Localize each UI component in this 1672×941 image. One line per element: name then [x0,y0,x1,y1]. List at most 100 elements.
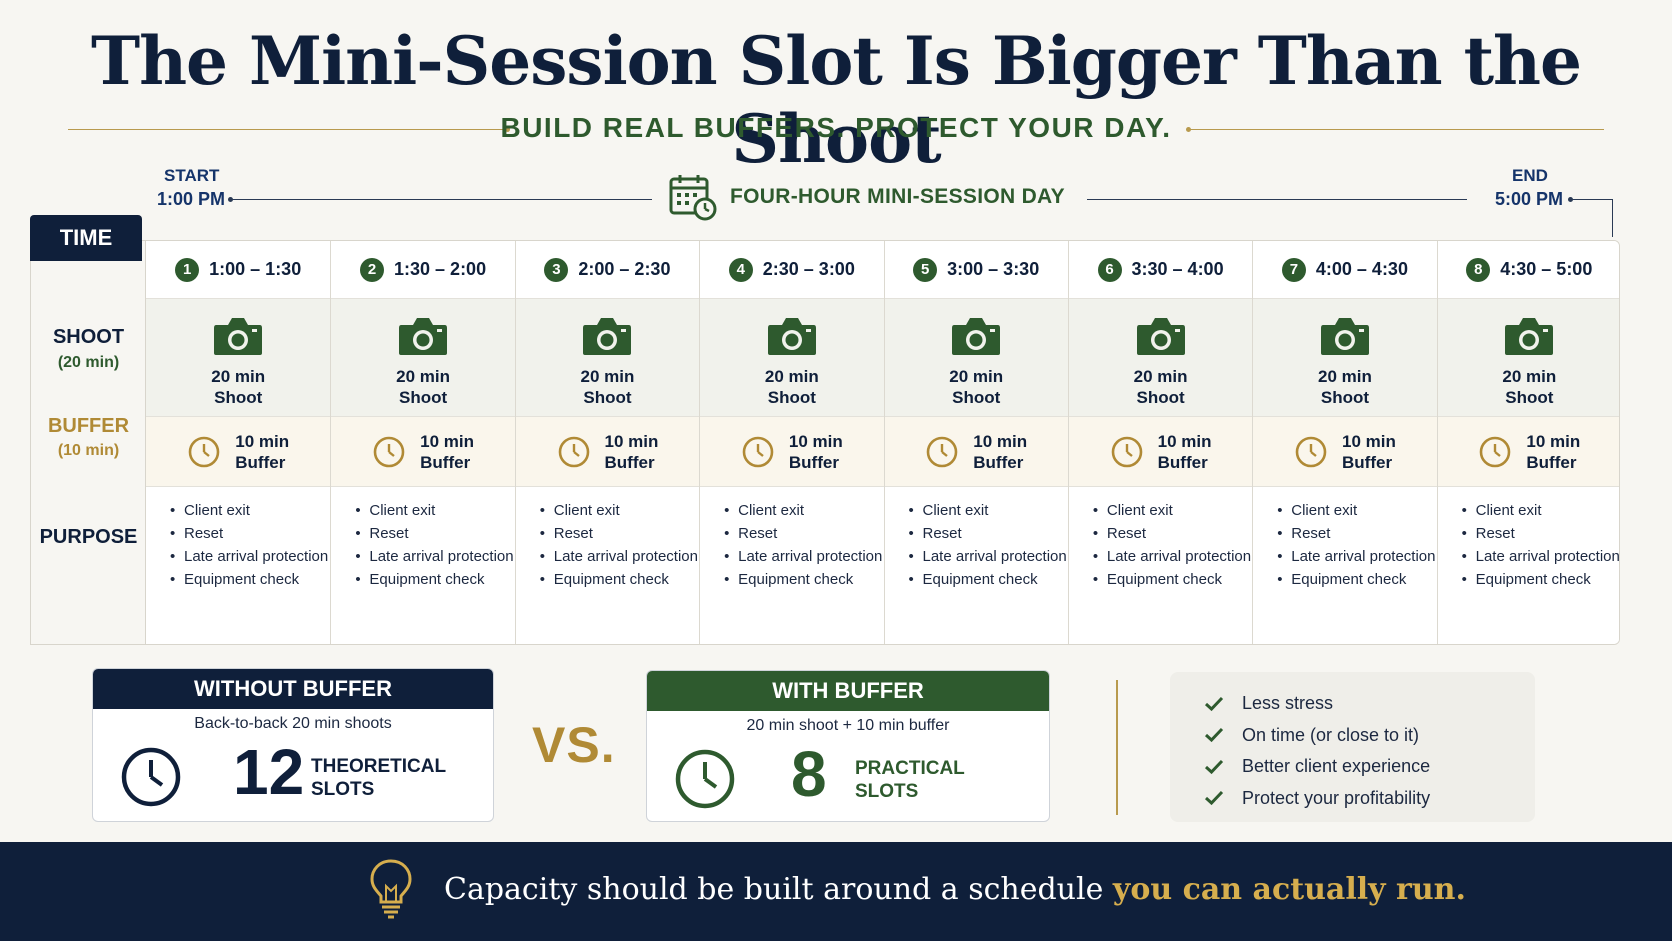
purpose-item: Client exit [1462,501,1619,520]
calendar-clock-icon [669,175,717,221]
section-divider [1116,680,1118,815]
slot-shoot-line1: 20 min [1502,367,1557,386]
slot-shoot: 20 min Shoot [146,299,331,417]
slot-shoot-line2: Shoot [1505,388,1554,407]
purpose-item: Reset [355,524,514,543]
slot-shoot-line1: 20 min [580,367,635,386]
row-label-purpose: PURPOSE [39,526,138,548]
slot-shoot-line2: Shoot [214,388,263,407]
slot-buffer-label: 10 min Buffer [605,431,659,473]
purpose-item: Late arrival protection [355,547,514,566]
timeline-end-dot [1568,197,1573,202]
slot-number: 3 [544,257,569,282]
purpose-item: Reset [909,524,1068,543]
purpose-list: Client exit Reset Late arrival protection E… [355,501,514,589]
with-buffer-card: WITH BUFFER 20 min shoot + 10 min buffer… [646,670,1050,822]
benefit-label: Less stress [1242,693,1334,714]
slot-time: 2 1:30 – 2:00 [331,241,515,299]
purpose-item: Reset [170,524,330,543]
row-label-buffer-sub: (10 min) [57,442,120,459]
schedule-grid: SHOOT (20 min) BUFFER (10 min) PURPOSE T… [30,215,1620,645]
clock-icon [1480,436,1511,467]
camera-icon [952,318,1001,355]
benefits-list: Less stress On time (or close to it) Bette… [1170,672,1535,822]
checkmark-icon [1204,791,1224,806]
purpose-item: Late arrival protection [909,547,1068,566]
purpose-item: Reset [1093,524,1252,543]
purpose-item: Client exit [170,501,330,520]
slot-number: 1 [175,257,200,282]
slot-time-range: 2:00 – 2:30 [578,259,671,279]
row-label-shoot: SHOOT [52,326,125,348]
slot-shoot-label: 20 min Shoot [1253,366,1436,408]
purpose-item: Reset [1277,524,1436,543]
camera-icon [583,318,632,355]
slot-buffer: 10 min Buffer [146,417,331,487]
slot-buffer: 10 min Buffer [515,417,700,487]
footer-message-highlight: you can actually run. [1112,872,1466,907]
with-buffer-label: PRACTICAL SLOTS [855,757,965,803]
purpose-list: Client exit Reset Late arrival protection E… [724,501,883,589]
purpose-item: Equipment check [355,570,514,589]
purpose-item: Reset [540,524,699,543]
slot-buffer-line1: 10 min [604,431,659,451]
slot-shoot-line1: 20 min [1318,367,1372,386]
camera-icon [1505,318,1554,355]
purpose-list: Client exit Reset Late arrival protection E… [170,501,330,589]
day-timeline: START 1:00 PM FOUR-HOUR MINI-SESSION DAY… [0,162,1672,237]
subtitle-divider-right [1186,127,1604,132]
with-buffer-label-line2: SLOTS [855,781,919,802]
without-buffer-body: 12 THEORETICAL SLOTS [93,736,493,821]
clock-icon [188,436,220,467]
slot-purpose: Client exit Reset Late arrival protection E… [884,487,1068,644]
slot-shoot-line1: 20 min [211,367,266,386]
clock-icon [1295,436,1327,467]
benefit-item: On time (or close to it) [1204,720,1535,752]
page-title: The Mini-Session Slot Is Bigger Than the… [90,22,1582,178]
checkmark-icon [1204,696,1224,711]
clock-icon [1111,436,1142,467]
subtitle-divider-left [68,127,510,132]
slot-shoot-label: 20 min Shoot [1438,366,1619,408]
clock-icon [675,749,735,809]
slot-purpose: Client exit Reset Late arrival protection E… [331,487,515,644]
slot-shoot: 20 min Shoot [331,299,515,417]
versus-label: VS. [532,717,616,773]
slot-time-range: 2:30 – 3:00 [762,259,855,279]
purpose-item: Equipment check [1093,570,1252,589]
slot-purpose: Client exit Reset Late arrival protection E… [700,487,884,644]
slot-shoot-line1: 20 min [949,367,1004,386]
slot-buffer-line1: 10 min [1342,431,1396,451]
slot-shoot-label: 20 min Shoot [885,366,1068,408]
footer-message: Capacity should be built around a schedu… [444,872,1466,907]
purpose-item: Equipment check [540,570,699,589]
purpose-item: Equipment check [170,570,330,589]
slot-number: 2 [360,257,385,282]
slot-buffer-line2: Buffer [1342,452,1393,472]
slot-shoot: 20 min Shoot [1253,299,1437,417]
without-buffer-label-line1: THEORETICAL [311,756,447,777]
purpose-list: Client exit Reset Late arrival protection E… [1093,501,1252,589]
slot-shoot-label: 20 min Shoot [700,366,883,408]
row-labels: SHOOT (20 min) BUFFER (10 min) PURPOSE [30,240,145,645]
purpose-item: Reset [724,524,883,543]
slot-buffer-label: 10 min Buffer [420,431,474,473]
slot-shoot: 20 min Shoot [1068,299,1253,417]
clock-icon [558,436,589,467]
slot-shoot-line2: Shoot [1136,388,1185,407]
slot-shoot-label: 20 min Shoot [331,366,514,408]
slot-shoot: 20 min Shoot [700,299,884,417]
clock-icon [742,436,774,467]
clock-icon [373,436,405,467]
purpose-item: Client exit [1093,501,1252,520]
footer-message-main: Capacity should be built around a schedu… [444,872,1113,907]
slot-time: 8 4:30 – 5:00 [1437,241,1619,299]
purpose-item: Late arrival protection [540,547,699,566]
slot-buffer-label: 10 min Buffer [1342,431,1396,473]
benefit-label: On time (or close to it) [1242,724,1420,745]
slot-number: 7 [1281,257,1306,282]
